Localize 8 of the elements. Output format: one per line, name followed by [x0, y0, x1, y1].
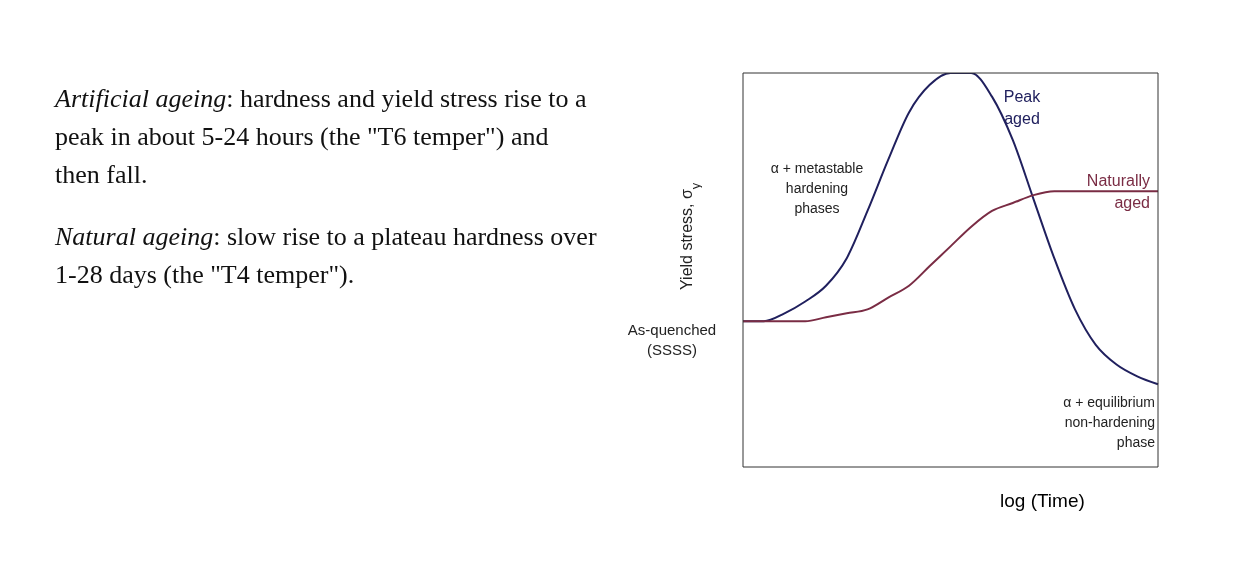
- series-label: Naturally aged: [1085, 171, 1150, 213]
- annotation: α + equilibrium non-hardening phase: [1062, 393, 1155, 452]
- series-label: Peak aged: [1002, 87, 1042, 129]
- x-axis-title: log (Time): [1000, 490, 1085, 512]
- text: As-quenched (SSSS): [626, 320, 718, 360]
- text: Natural ageing: slow rise to a plateau hardness over 1-28 days (the "T4 temper").: [55, 221, 598, 291]
- text: Artificial ageing: hardness and yield stress rise to a peak in about 5-24 hours (the "T6 temper") and then fall.: [55, 83, 588, 191]
- annotation: α + metastable hardening phases: [769, 159, 865, 218]
